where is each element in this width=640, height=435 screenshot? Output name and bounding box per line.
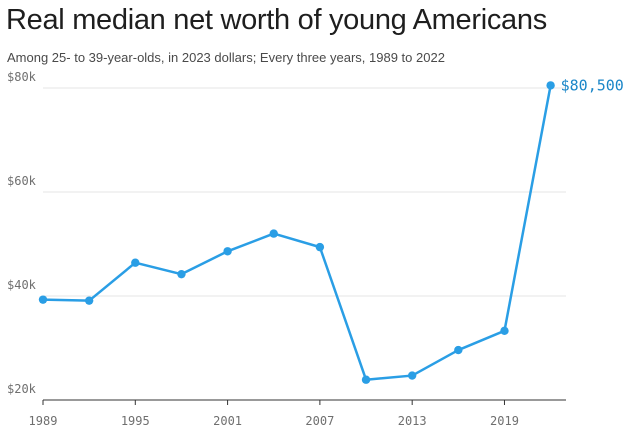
data-point-2001 [223,247,232,256]
chart-subtitle: Among 25- to 39-year-olds, in 2023 dolla… [7,50,445,65]
gridlines [43,87,566,297]
data-point-2019 [500,326,509,336]
data-point-2013 [407,371,417,380]
data-point-2007 [315,242,325,252]
data-point-2010 [361,375,371,384]
series-net-worth [38,81,555,384]
x-tick-label-2013: 2013 [398,414,427,428]
y-tick-label-80000: $80k [7,70,37,84]
x-tick-label-1989: 1989 [29,414,58,428]
y-tick-label-60000: $60k [7,174,37,188]
x-tick-label-2019: 2019 [490,414,519,428]
data-point-1998 [177,269,186,279]
y-tick-label-40000: $40k [7,278,37,292]
chart-title: Real median net worth of young Americans [6,4,547,36]
x-axis [42,399,566,405]
x-tick-label-2007: 2007 [305,414,334,428]
tick-labels: $20k $40k $60k $80k 1989 1995 2001 2007 2013 2019… [7,70,624,428]
data-point-1995 [131,258,140,267]
data-point-2016 [454,345,463,355]
data-point-1989 [38,295,48,304]
y-tick-label-20000: $20k [7,382,37,396]
x-tick-label-2001: 2001 [213,414,242,428]
series-line [41,84,552,381]
data-point-2022 [546,81,555,90]
end-value-label: $80,500 [561,76,624,94]
data-point-2004 [269,229,278,238]
x-tick-label-1995: 1995 [121,414,150,428]
data-point-1992 [84,296,94,305]
